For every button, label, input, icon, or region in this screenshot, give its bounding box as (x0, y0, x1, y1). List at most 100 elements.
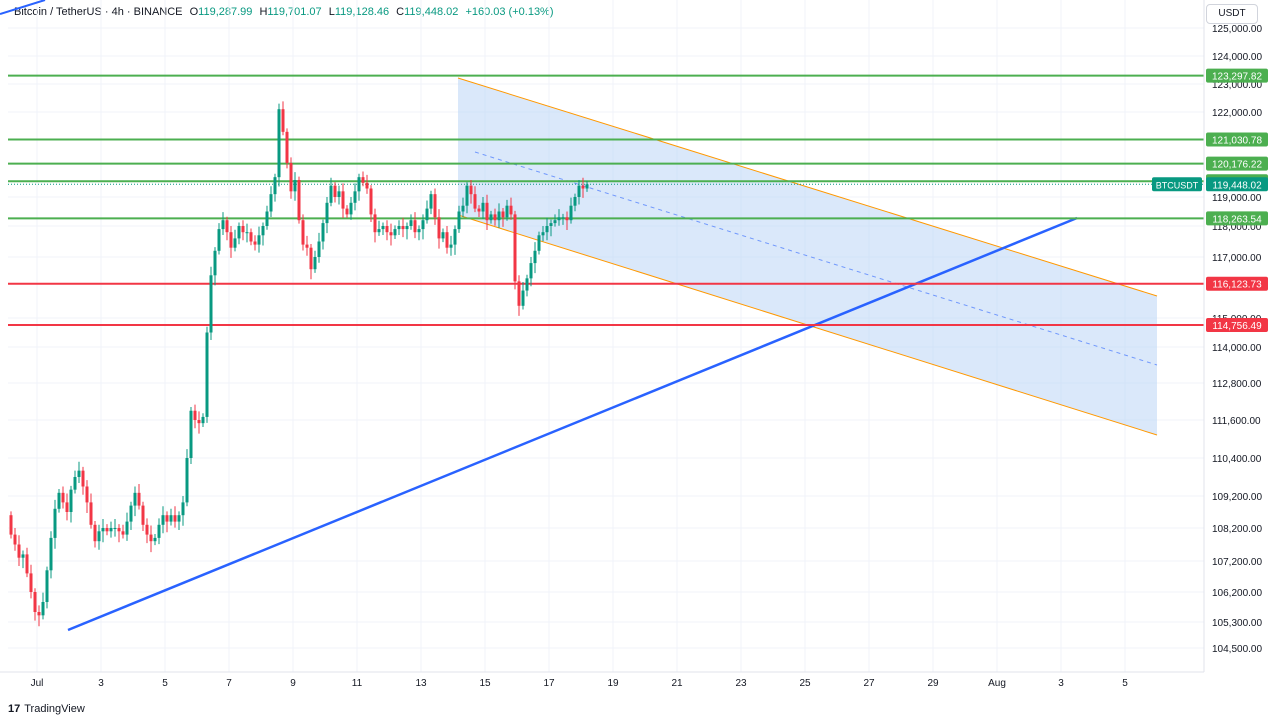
candle-body (33, 592, 37, 612)
candle-body (449, 244, 453, 248)
open-value: 119,287.99 (198, 6, 253, 18)
candle-body (553, 220, 557, 224)
candle-body (405, 226, 409, 230)
candle-body (441, 232, 445, 239)
y-tick-label: 105,300.00 (1212, 618, 1262, 629)
candle-body (261, 226, 265, 236)
candle-body (469, 185, 473, 195)
tradingview-brand[interactable]: 17 TradingView (8, 703, 85, 715)
axes: 125,000.00 124,000.00 123,000.00 122,000.00… (0, 0, 1268, 689)
candle-body (157, 524, 161, 538)
candle-body (337, 191, 341, 197)
candle-body (177, 515, 181, 522)
symbol-title: Bitcoin / TetherUS · 4h · BINANCE (14, 6, 183, 18)
x-tick-label: 21 (671, 678, 683, 689)
candle-body (453, 229, 457, 245)
candle-body (45, 570, 49, 602)
candle-body (505, 205, 509, 218)
candle-body (137, 492, 141, 506)
candle-body (521, 290, 525, 306)
y-tick-label: 125,000.00 (1212, 24, 1262, 35)
candle-body (577, 185, 581, 197)
y-tick-label: 111,600.00 (1212, 416, 1261, 427)
candle-body (21, 554, 25, 558)
price-level-label: 118,263.54 (1212, 214, 1262, 225)
current-price-label: 119,448.02 (1212, 180, 1262, 191)
candle-body (525, 278, 529, 291)
candle-body (329, 185, 333, 203)
candle-body (389, 232, 393, 236)
candle-body (493, 214, 497, 221)
y-tick-label: 124,000.00 (1212, 52, 1262, 63)
trendline-fragment (0, 0, 46, 15)
candle-body (437, 217, 441, 239)
x-tick-label: 17 (543, 678, 555, 689)
x-tick-label: 29 (927, 678, 939, 689)
candle-body (309, 247, 313, 270)
candle-body (401, 226, 405, 230)
candle-body (61, 492, 65, 503)
open-label: O (189, 6, 199, 18)
candle-body (557, 217, 561, 221)
price-level-label: 116,123.73 (1212, 280, 1262, 291)
price-level-tag (1206, 68, 1268, 83)
x-tick-label: 11 (352, 678, 363, 689)
candle-body (49, 537, 53, 571)
candle-body (189, 410, 193, 458)
brand-name: TradingView (24, 703, 85, 715)
close-value: 119,448.02 (404, 6, 459, 18)
candle-body (445, 232, 449, 248)
candle-body (289, 163, 293, 192)
candle-body (293, 180, 297, 192)
candle-body (197, 420, 201, 424)
candle-body (537, 235, 541, 251)
candle-body (81, 470, 85, 487)
candle-body (433, 194, 437, 218)
low-value: 119,128.46 (334, 6, 390, 18)
candle-body (169, 515, 173, 522)
candle-body (41, 602, 45, 616)
x-tick-label: 3 (1058, 678, 1064, 689)
candle-body (361, 177, 365, 183)
candle-body (201, 416, 205, 424)
candle-body (257, 235, 261, 245)
candle-body (145, 524, 149, 535)
x-tick-label: 7 (226, 678, 232, 689)
candle-body (117, 528, 121, 532)
candle-body (69, 489, 73, 512)
candle-body (181, 502, 185, 516)
close-label: C (396, 6, 405, 18)
candle-body (121, 531, 125, 535)
currency-button[interactable]: USDT (1206, 4, 1258, 24)
high-label: H (259, 6, 268, 18)
y-tick-label: 110,400.00 (1212, 454, 1262, 465)
candle-body (513, 214, 517, 282)
y-tick-label: 114,000.00 (1212, 343, 1262, 354)
candle-body (173, 515, 177, 522)
candle-body (241, 226, 245, 233)
high-value: 119,701.07 (267, 6, 322, 18)
candle-body (313, 257, 317, 270)
candle-body (413, 220, 417, 233)
candle-body (101, 528, 105, 532)
candle-body (149, 534, 153, 542)
candle-body (325, 202, 329, 224)
candle-body (517, 281, 521, 306)
rising-trendline (67, 216, 1078, 632)
y-tick-label: 112,800.00 (1212, 379, 1262, 390)
candle-body (321, 223, 325, 242)
candle-body (97, 531, 101, 542)
candle-body (477, 208, 481, 212)
candle-body (509, 205, 513, 215)
candle-body (381, 226, 385, 230)
candle-body (245, 232, 249, 234)
y-tick-label: 122,000.00 (1212, 108, 1262, 119)
candle-body (349, 202, 353, 215)
candle-body (273, 177, 277, 195)
candle-body (193, 410, 197, 420)
candle-body (317, 241, 321, 257)
candle-body (369, 188, 373, 215)
candle-body (573, 197, 577, 206)
x-tick-label: 5 (1122, 678, 1128, 689)
